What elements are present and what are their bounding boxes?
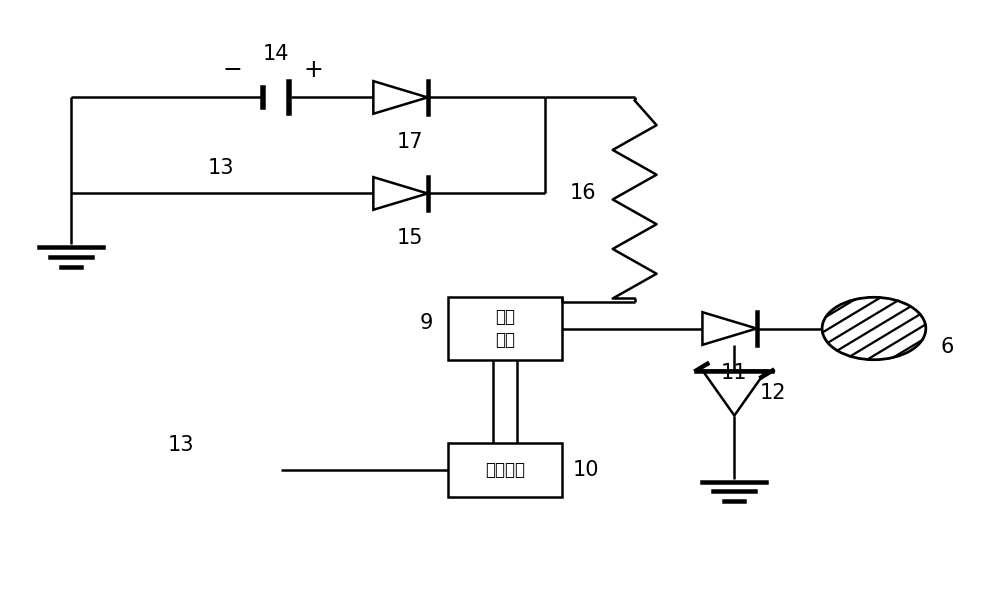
Circle shape	[822, 297, 926, 360]
Bar	[448, 297, 562, 360]
Text: 16: 16	[570, 183, 597, 203]
Text: 6: 6	[941, 336, 954, 356]
Text: −: −	[223, 58, 243, 83]
Text: 12: 12	[759, 383, 786, 403]
Bar	[448, 443, 562, 497]
Text: 15: 15	[397, 228, 424, 248]
Text: 13: 13	[208, 159, 234, 178]
Text: 13: 13	[168, 435, 194, 455]
Text: +: +	[304, 58, 323, 83]
Text: 主处理器: 主处理器	[485, 461, 525, 479]
Text: 17: 17	[397, 131, 424, 151]
Text: 10: 10	[572, 459, 599, 479]
Text: 微处
理器: 微处 理器	[495, 308, 515, 349]
Text: 9: 9	[419, 312, 433, 332]
Polygon shape	[703, 370, 766, 415]
Text: 11: 11	[721, 363, 748, 383]
Polygon shape	[373, 177, 428, 210]
Polygon shape	[373, 81, 428, 114]
Polygon shape	[702, 312, 757, 345]
Text: 14: 14	[262, 45, 289, 65]
